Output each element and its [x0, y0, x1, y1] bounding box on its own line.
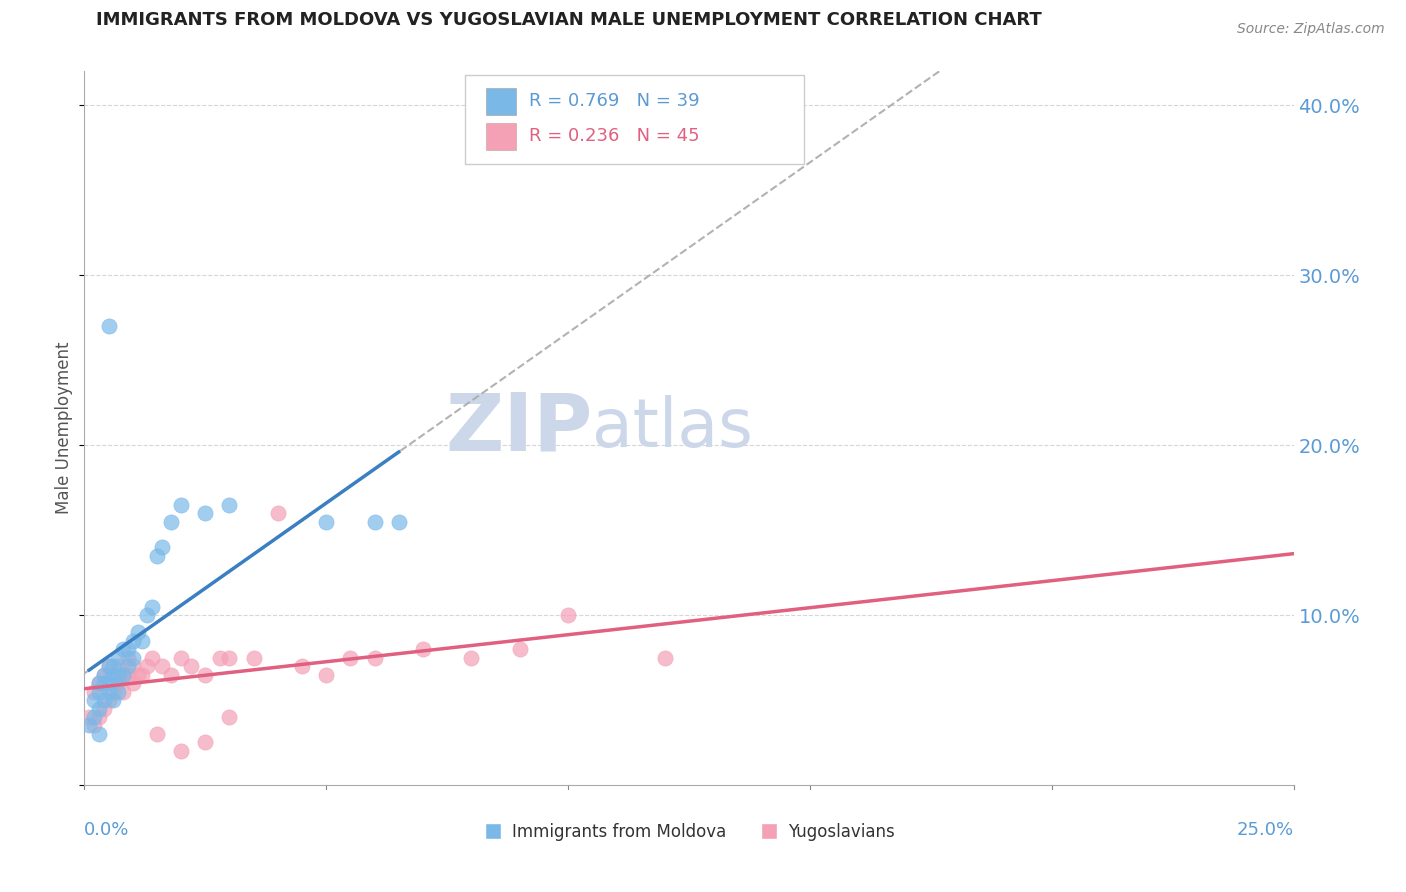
Point [127, 667, 149, 681]
Point [146, 727, 169, 741]
Point [654, 650, 676, 665]
Point [136, 659, 159, 673]
Point [87, 676, 110, 690]
Point [112, 667, 135, 681]
Text: IMMIGRANTS FROM MOLDOVA VS YUGOSLAVIAN MALE UNEMPLOYMENT CORRELATION CHART: IMMIGRANTS FROM MOLDOVA VS YUGOSLAVIAN M… [97, 11, 1042, 29]
Point [77, 718, 100, 732]
Point [107, 667, 129, 681]
Point [267, 506, 290, 520]
Point [412, 642, 434, 657]
Point [150, 659, 173, 673]
Text: 25.0%: 25.0% [1236, 821, 1294, 838]
Text: atlas: atlas [592, 395, 754, 461]
Point [87, 701, 110, 715]
Point [218, 650, 240, 665]
Point [103, 667, 125, 681]
Point [112, 684, 135, 698]
Point [107, 650, 129, 665]
Point [112, 642, 135, 657]
Point [218, 498, 240, 512]
Point [97, 319, 120, 334]
Point [170, 744, 193, 758]
Point [93, 667, 115, 681]
Point [363, 650, 385, 665]
Point [107, 659, 129, 673]
Text: R = 0.769   N = 39: R = 0.769 N = 39 [529, 93, 700, 111]
Point [83, 718, 105, 732]
Point [93, 667, 115, 681]
Point [127, 625, 149, 640]
Bar [486, 123, 516, 150]
Point [77, 710, 100, 724]
Legend: Immigrants from Moldova, Yugoslavians: Immigrants from Moldova, Yugoslavians [477, 817, 901, 848]
Point [83, 684, 105, 698]
Point [107, 684, 129, 698]
Point [131, 633, 153, 648]
Point [87, 684, 110, 698]
Point [93, 676, 115, 690]
Point [170, 650, 193, 665]
Point [291, 659, 314, 673]
Point [180, 659, 202, 673]
Text: Source: ZipAtlas.com: Source: ZipAtlas.com [1237, 22, 1385, 37]
Point [150, 540, 173, 554]
Text: 0.0%: 0.0% [84, 821, 129, 838]
Text: ZIP: ZIP [444, 389, 592, 467]
Point [194, 506, 217, 520]
Point [97, 684, 120, 698]
Point [112, 667, 135, 681]
FancyBboxPatch shape [465, 75, 804, 164]
Point [141, 650, 163, 665]
Point [117, 667, 139, 681]
Point [121, 633, 143, 648]
Point [218, 710, 240, 724]
Point [83, 710, 105, 724]
Point [103, 684, 125, 698]
Point [460, 650, 482, 665]
Point [315, 515, 337, 529]
Point [194, 735, 217, 749]
Point [117, 659, 139, 673]
Point [121, 676, 143, 690]
Y-axis label: Male Unemployment: Male Unemployment [55, 342, 73, 515]
Point [83, 693, 105, 707]
Point [97, 659, 120, 673]
Point [146, 549, 169, 563]
Point [97, 693, 120, 707]
Point [103, 693, 125, 707]
Point [388, 515, 411, 529]
Point [117, 650, 139, 665]
Point [141, 599, 163, 614]
Point [107, 676, 129, 690]
Point [363, 515, 385, 529]
Point [160, 667, 183, 681]
Point [170, 498, 193, 512]
Point [557, 608, 579, 623]
Point [160, 515, 183, 529]
Point [208, 650, 231, 665]
Point [87, 676, 110, 690]
Point [117, 642, 139, 657]
Point [194, 667, 217, 681]
Point [87, 710, 110, 724]
Point [97, 676, 120, 690]
Point [315, 667, 337, 681]
Point [103, 667, 125, 681]
Point [242, 650, 264, 665]
Point [136, 608, 159, 623]
Text: R = 0.236   N = 45: R = 0.236 N = 45 [529, 128, 700, 145]
Point [131, 667, 153, 681]
Point [93, 693, 115, 707]
Point [121, 650, 143, 665]
Point [509, 642, 531, 657]
Point [121, 659, 143, 673]
Point [93, 701, 115, 715]
Point [339, 650, 361, 665]
Point [87, 727, 110, 741]
Bar [486, 87, 516, 115]
Point [97, 659, 120, 673]
Point [103, 659, 125, 673]
